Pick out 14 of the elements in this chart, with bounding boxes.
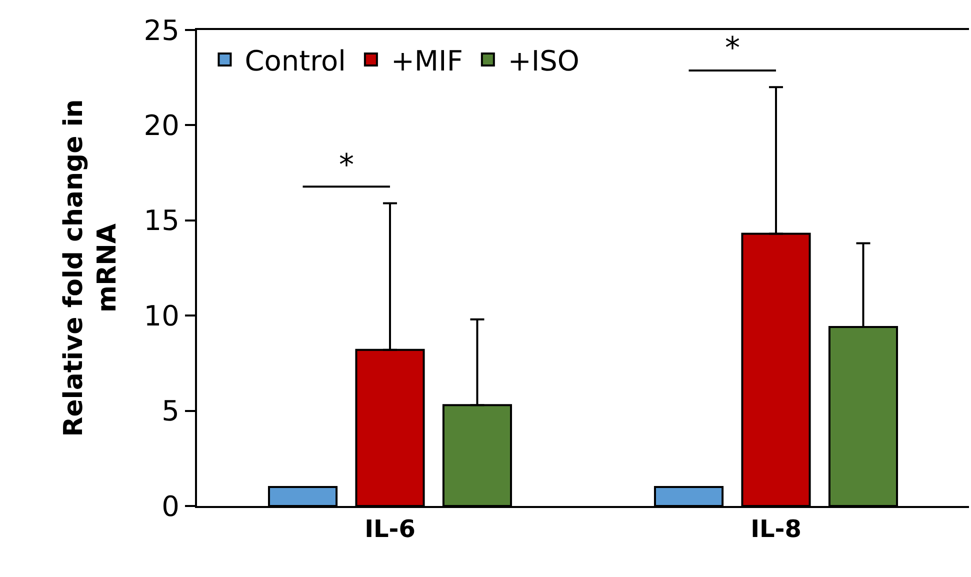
y-tick-label: 0 bbox=[162, 490, 180, 523]
x-tick-label: IL-8 bbox=[750, 514, 802, 543]
y-tick-label: 25 bbox=[144, 14, 180, 47]
y-tick-label: 10 bbox=[144, 299, 180, 332]
y-tick-label: 5 bbox=[162, 394, 180, 428]
legend-label: +ISO bbox=[508, 44, 580, 78]
x-tick-label: IL-6 bbox=[364, 514, 416, 543]
legend-label: Control bbox=[244, 44, 346, 78]
annotation: * bbox=[339, 148, 354, 183]
legend-label: +MIF bbox=[390, 44, 463, 78]
y-tick-label: 15 bbox=[144, 204, 180, 238]
y-tick-label: 20 bbox=[144, 109, 180, 142]
y-axis-title: Relative fold change in mRNA bbox=[58, 99, 123, 437]
annotation: * bbox=[725, 31, 740, 66]
